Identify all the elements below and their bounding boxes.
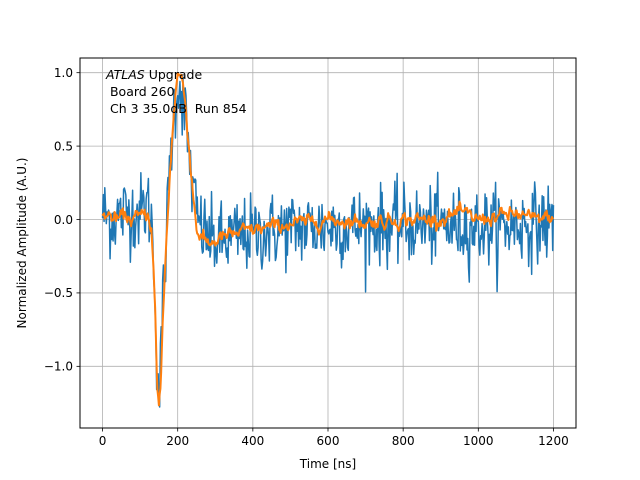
y-tick-label: 0.5 bbox=[54, 139, 73, 153]
x-tick-label: 600 bbox=[317, 434, 340, 448]
x-tick-label: 1200 bbox=[538, 434, 569, 448]
x-tick-label: 1000 bbox=[463, 434, 494, 448]
x-axis-ticks: 0 200 400 600 800 1000 1200 bbox=[99, 428, 569, 448]
annotation-line-3: Ch 3 35.0dB Run 854 bbox=[106, 101, 247, 116]
annotation-upgrade: Upgrade bbox=[145, 67, 203, 82]
x-tick-label: 800 bbox=[392, 434, 415, 448]
annotation: ATLAS Upgrade Board 260 Ch 3 35.0dB Run … bbox=[105, 67, 247, 116]
series-layer bbox=[101, 71, 555, 408]
series-line-2 bbox=[101, 71, 555, 407]
x-tick-label: 400 bbox=[241, 434, 264, 448]
x-tick-label: 200 bbox=[166, 434, 189, 448]
y-tick-label: 0.0 bbox=[54, 213, 73, 227]
annotation-atlas: ATLAS bbox=[105, 67, 145, 82]
x-tick-label: 0 bbox=[99, 434, 107, 448]
series-line-1 bbox=[101, 76, 555, 408]
annotation-line-2: Board 260 bbox=[106, 84, 175, 99]
x-axis-label: Time [ns] bbox=[299, 457, 356, 471]
y-tick-label: 1.0 bbox=[54, 66, 73, 80]
annotation-line-1: ATLAS Upgrade bbox=[105, 67, 202, 82]
y-axis-label: Normalized Amplitude (A.U.) bbox=[15, 158, 29, 329]
y-tick-label: −1.0 bbox=[44, 360, 73, 374]
y-tick-label: −0.5 bbox=[44, 286, 73, 300]
y-axis-ticks: −1.0 −0.5 0.0 0.5 1.0 bbox=[44, 66, 80, 374]
